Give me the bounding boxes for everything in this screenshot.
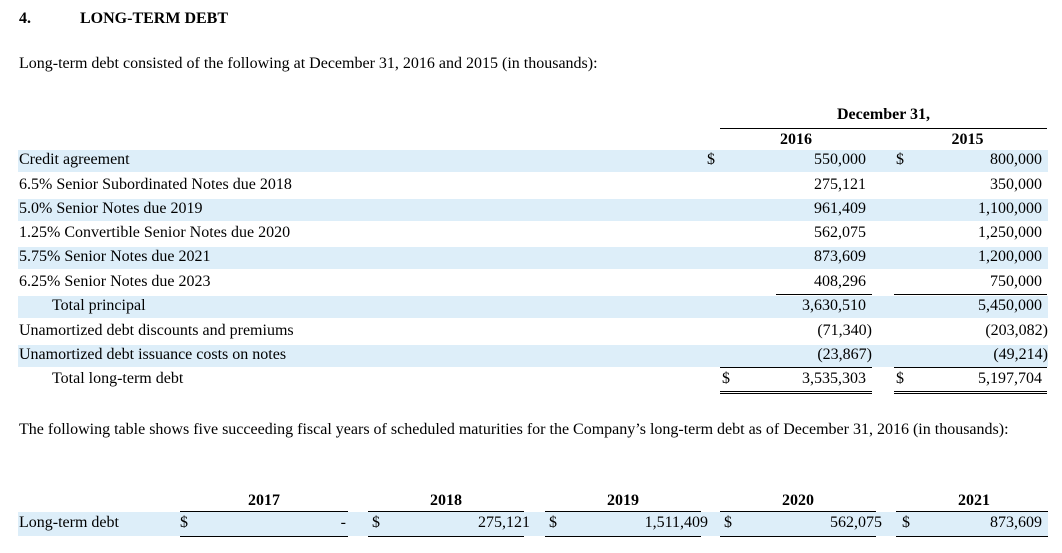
maturity-year-header: 2017 xyxy=(248,492,280,509)
value-2015: (203,082) xyxy=(985,322,1048,339)
maturity-year-rule xyxy=(180,511,348,512)
row-label: 1.25% Convertible Senior Notes due 2020 xyxy=(19,224,291,241)
table-row: Total long-term debt $ 3,535,303 $ 5,197… xyxy=(18,369,1048,391)
table-row: Total principal 3,630,510 5,450,000 xyxy=(18,296,1048,318)
maturity-value-2019: 1,511,409 xyxy=(644,514,708,531)
value-2015: 350,000 xyxy=(990,176,1042,193)
maturity-year-rule xyxy=(368,511,524,512)
maturity-underline xyxy=(545,536,701,537)
dollar-sign: $ xyxy=(372,514,380,531)
dollar-sign: $ xyxy=(180,514,188,531)
row-label: 5.0% Senior Notes due 2019 xyxy=(19,200,203,217)
row-label: 6.25% Senior Notes due 2023 xyxy=(19,273,211,290)
value-2016: 873,609 xyxy=(814,248,866,265)
maturity-year-header: 2021 xyxy=(958,492,990,509)
grand-total-double-rule-2015 xyxy=(894,391,1047,394)
value-2016: 562,075 xyxy=(814,224,866,241)
maturity-year-header: 2020 xyxy=(782,492,814,509)
value-2015: 800,000 xyxy=(990,151,1042,168)
row-label: Total principal xyxy=(52,297,146,314)
maturity-year-header: 2018 xyxy=(430,492,462,509)
row-label: Long-term debt xyxy=(19,514,119,531)
total-rule-2016 xyxy=(720,367,872,368)
value-2016: (71,340) xyxy=(817,322,872,339)
maturity-value-2021: 873,609 xyxy=(990,514,1042,531)
row-label: Credit agreement xyxy=(19,151,130,168)
table-row: Unamortized debt issuance costs on notes… xyxy=(18,345,1048,367)
value-2016: 3,630,510 xyxy=(802,297,866,314)
value-2016: 961,409 xyxy=(814,200,866,217)
value-2015: 1,100,000 xyxy=(978,200,1042,217)
maturity-underline xyxy=(720,536,876,537)
row-label: Unamortized debt issuance costs on notes xyxy=(19,346,287,363)
group-header-rule xyxy=(720,128,1047,129)
value-2015: 5,450,000 xyxy=(978,297,1042,314)
total-rule-2015 xyxy=(894,367,1047,368)
maturity-underline xyxy=(180,536,348,537)
subtotal-rule-2016 xyxy=(776,294,872,295)
table-row: 6.25% Senior Notes due 2023 408,296 750,… xyxy=(18,272,1048,294)
table-row: Unamortized debt discounts and premiums … xyxy=(18,321,1048,343)
maturities-intro-paragraph: The following table shows five succeedin… xyxy=(19,421,1009,438)
dollar-sign: $ xyxy=(722,370,730,387)
value-2015: 1,200,000 xyxy=(978,248,1042,265)
value-2016: 3,535,303 xyxy=(802,370,866,387)
grand-total-double-rule-2016 xyxy=(720,391,872,394)
subtotal-rule-2015 xyxy=(894,294,1047,295)
maturity-underline xyxy=(896,536,1048,537)
row-label: 6.5% Senior Subordinated Notes due 2018 xyxy=(19,176,292,193)
value-2016: 550,000 xyxy=(814,151,866,168)
table-row: 5.0% Senior Notes due 2019 961,409 1,100… xyxy=(18,199,1048,221)
maturity-year-header: 2019 xyxy=(607,492,639,509)
maturity-year-rule xyxy=(720,511,876,512)
value-2015: (49,214) xyxy=(993,346,1048,363)
dollar-sign: $ xyxy=(707,151,715,168)
table-row: 6.5% Senior Subordinated Notes due 2018 … xyxy=(18,175,1048,197)
value-2016: (23,867) xyxy=(817,346,872,363)
dollar-sign: $ xyxy=(896,151,904,168)
table-row: 5.75% Senior Notes due 2021 873,609 1,20… xyxy=(18,247,1048,269)
value-2016: 275,121 xyxy=(814,176,866,193)
table-row: 1.25% Convertible Senior Notes due 2020 … xyxy=(18,223,1048,245)
column-group-header: December 31, xyxy=(837,106,930,123)
maturity-underline xyxy=(368,536,524,537)
maturities-row: Long-term debt $ - $ 275,121 $ 1,511,409… xyxy=(18,512,1048,536)
row-label: 5.75% Senior Notes due 2021 xyxy=(19,248,211,265)
dollar-sign: $ xyxy=(896,370,904,387)
column-header-2016: 2016 xyxy=(780,131,812,148)
value-2015: 5,197,704 xyxy=(978,370,1042,387)
column-header-2015: 2015 xyxy=(951,131,984,148)
dollar-sign: $ xyxy=(902,514,910,531)
value-2016: 408,296 xyxy=(814,273,866,290)
section-number: 4. xyxy=(19,10,31,27)
row-label: Unamortized debt discounts and premiums xyxy=(19,322,294,339)
table-row: Credit agreement $ 550,000 $ 800,000 xyxy=(18,150,1048,172)
row-label: Total long-term debt xyxy=(52,370,184,387)
dollar-sign: $ xyxy=(549,514,557,531)
maturity-value-2018: 275,121 xyxy=(478,514,530,531)
dollar-sign: $ xyxy=(724,514,732,531)
maturity-value-2020: 562,075 xyxy=(830,514,882,531)
section-title: LONG-TERM DEBT xyxy=(80,10,229,27)
maturity-year-rule xyxy=(896,511,1048,512)
maturity-year-rule xyxy=(545,511,701,512)
value-2015: 1,250,000 xyxy=(978,224,1042,241)
intro-paragraph: Long-term debt consisted of the followin… xyxy=(19,55,598,72)
value-2015: 750,000 xyxy=(990,273,1042,290)
maturity-value-2017: - xyxy=(340,514,346,531)
